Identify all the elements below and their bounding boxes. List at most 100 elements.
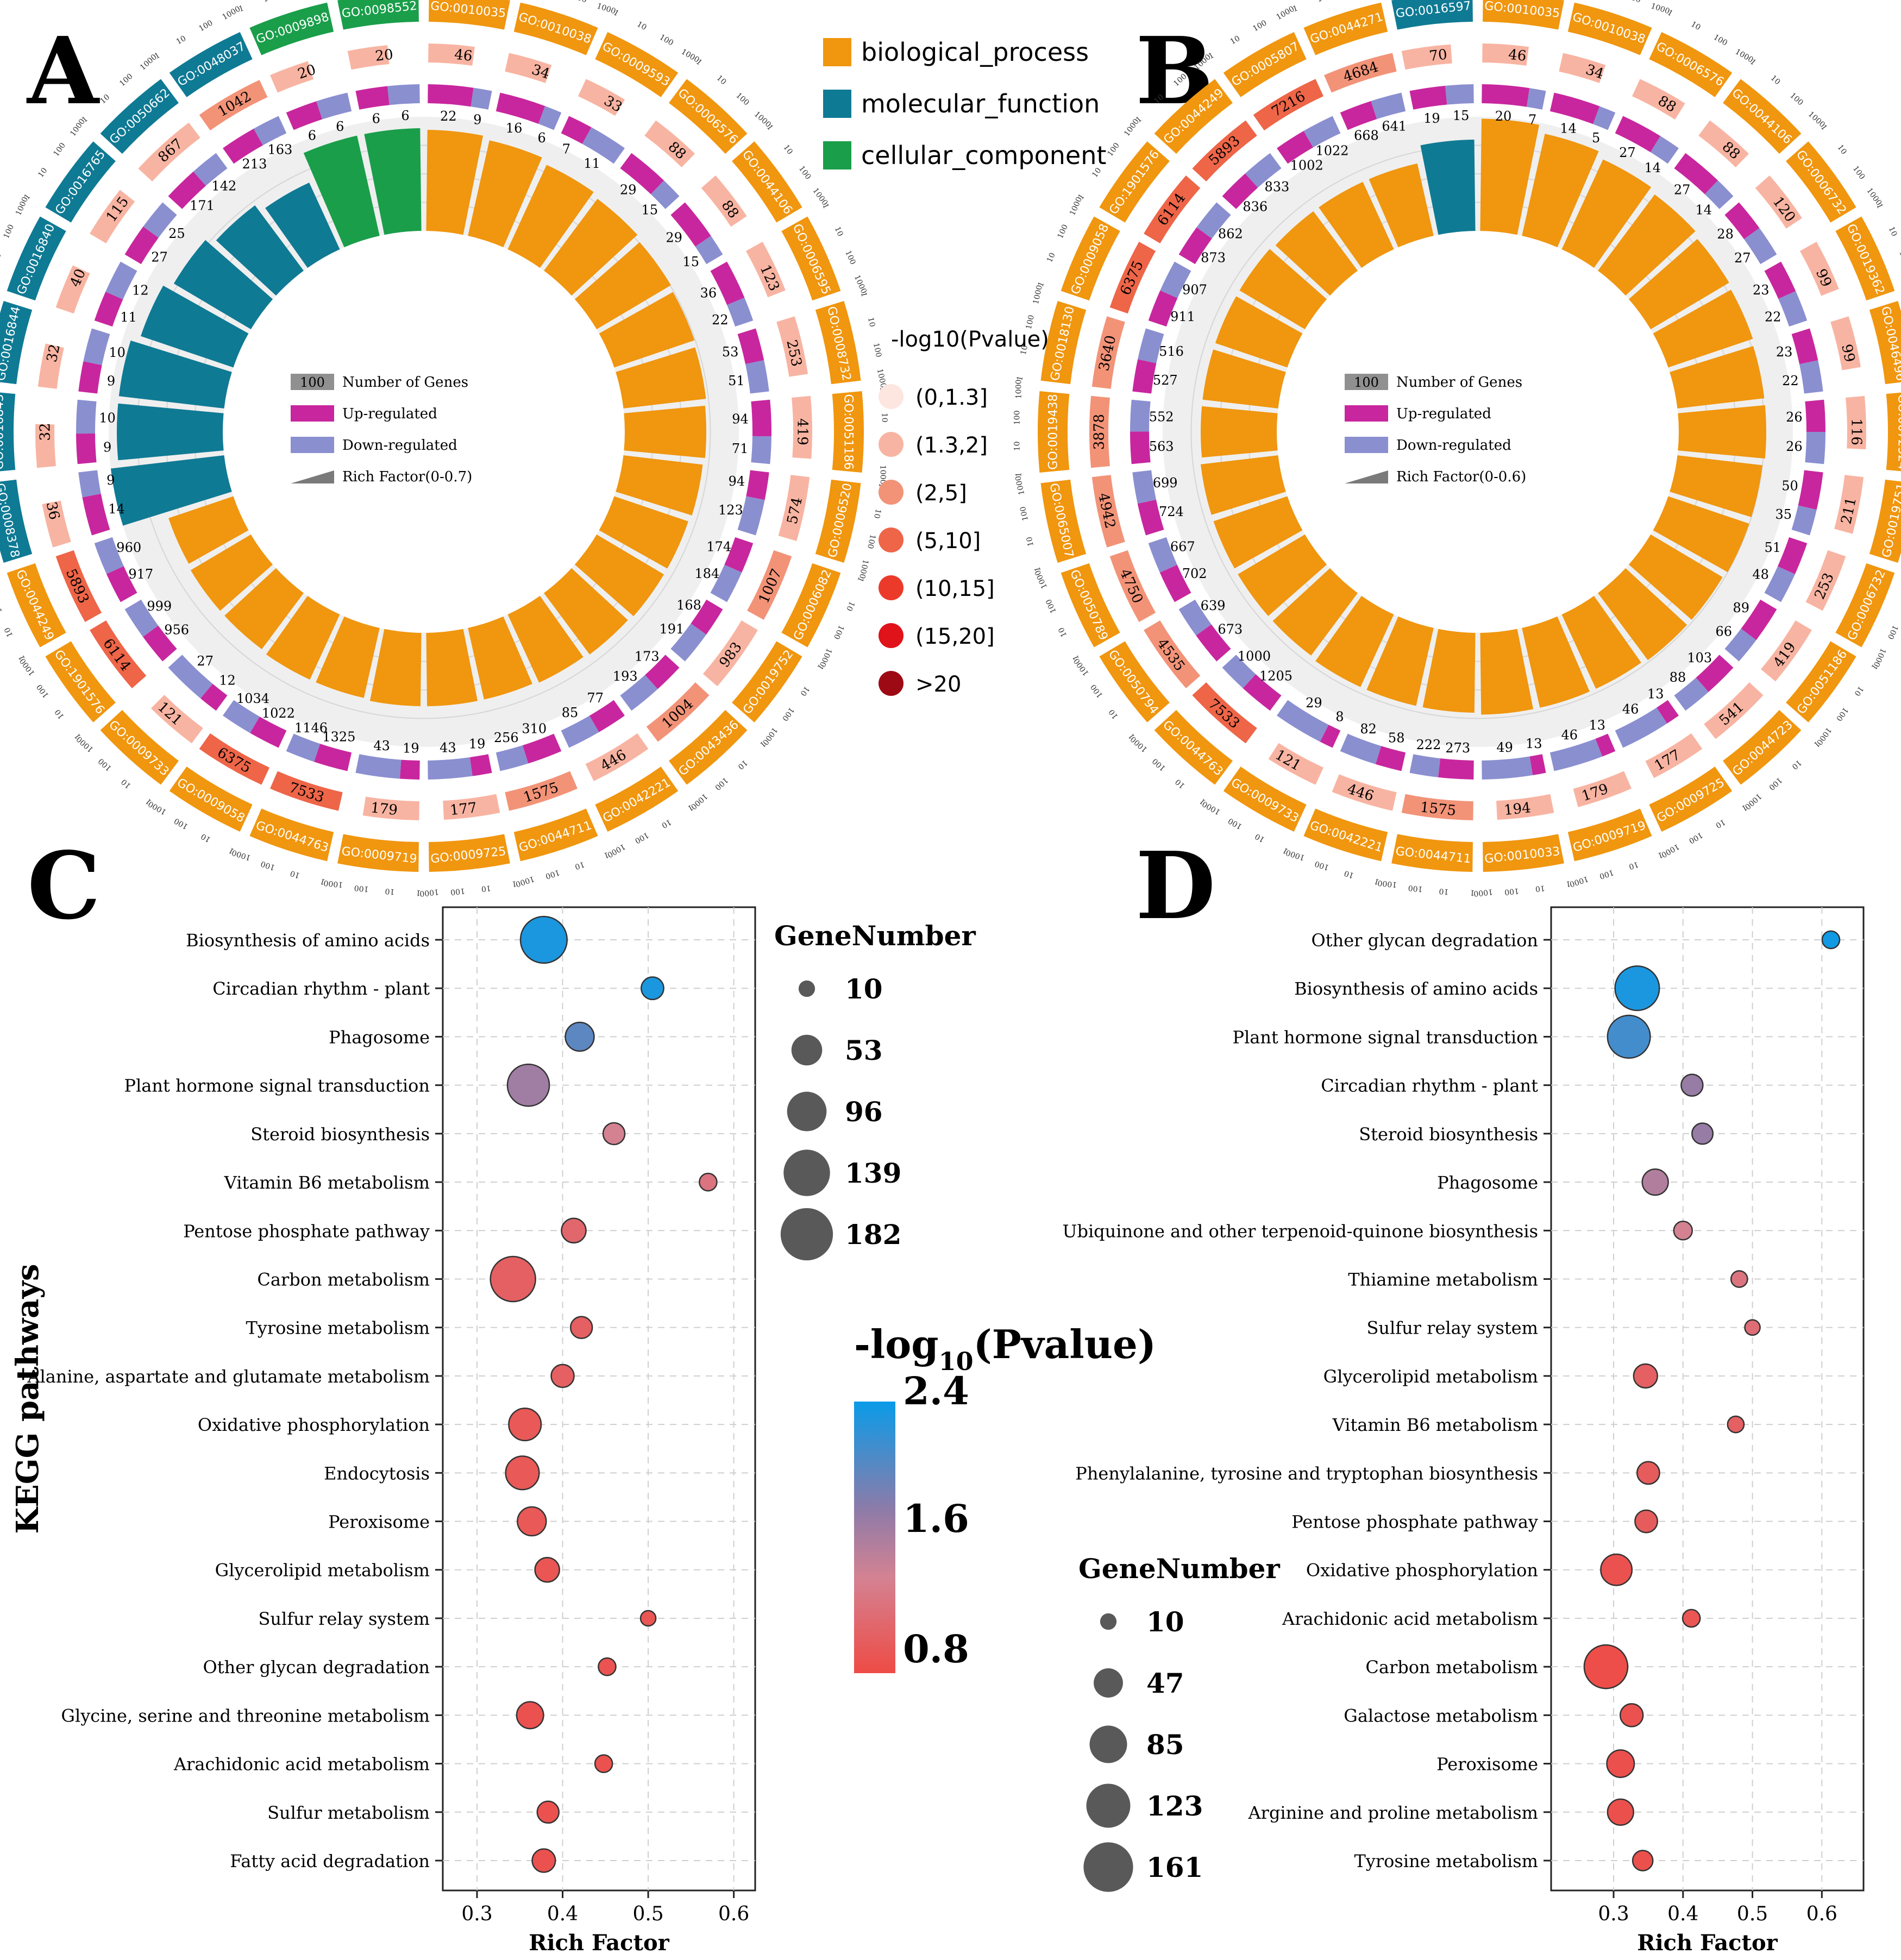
- size-legend-label: 96: [845, 1096, 883, 1128]
- up-count-label: 724: [1159, 504, 1184, 519]
- scale-tick-label: 100: [871, 342, 883, 358]
- go-term-block: [100, 79, 179, 154]
- down-count-label: 49: [1496, 740, 1513, 755]
- down-regulated-arc: [428, 757, 473, 780]
- up-count-label: 16: [506, 121, 523, 136]
- gene-count-arc: [1192, 682, 1257, 744]
- up-count-label: 956: [164, 623, 189, 638]
- scale-tick-label: 10: [3, 626, 15, 638]
- legend-swatch-molecular-function: [823, 90, 851, 118]
- pathway-label: Phenylalanine, tyrosine and tryptophan b…: [1075, 1463, 1538, 1484]
- rich-factor-bar: [369, 629, 422, 706]
- go-term-block: [45, 141, 116, 223]
- up-count-label: 1325: [322, 730, 355, 745]
- gene-count-arc: [1109, 241, 1156, 314]
- pathway-label: Steroid biosynthesis: [1359, 1124, 1538, 1145]
- down-regulated-arc: [1160, 261, 1191, 298]
- pathway-point: [1634, 1509, 1658, 1534]
- center-legend-swatch: [1345, 437, 1388, 453]
- down-count-label: 15: [1453, 108, 1470, 123]
- pathway-point: [1614, 965, 1660, 1012]
- pathway-label: Glycerolipid metabolism: [215, 1560, 430, 1581]
- gene-count-arc: [1834, 475, 1864, 534]
- down-regulated-arc: [1674, 677, 1709, 711]
- rich-factor-bar: [1480, 629, 1534, 715]
- up-count-label: 58: [1388, 730, 1405, 745]
- down-regulated-arc: [1303, 116, 1341, 148]
- scale-tick-label: 1000: [1015, 379, 1024, 399]
- pathway-point: [1600, 1553, 1633, 1586]
- up-regulated-arc: [1132, 359, 1157, 394]
- gene-number-legend-d: GeneNumber 10 47 85 123 161: [1078, 1553, 1280, 1892]
- down-count-label: 960: [116, 540, 141, 555]
- up-count-label: 9: [103, 439, 111, 455]
- down-count-label: 66: [1715, 624, 1732, 639]
- rich-factor-bar: [507, 165, 594, 268]
- down-regulated-arc: [538, 106, 562, 130]
- scale-tick-label: 10: [1045, 252, 1057, 264]
- center-legend-swatch: [291, 405, 334, 422]
- center-legend-label: Rich Factor(0-0.7): [342, 469, 472, 485]
- pathway-point: [1633, 1363, 1658, 1389]
- up-count-label: 12: [219, 673, 236, 688]
- center-legend-swatch: [291, 470, 334, 483]
- down-count-label: 222: [1416, 737, 1441, 752]
- go-term-id: GO:0019438: [1047, 394, 1061, 469]
- down-regulated-arc: [1148, 537, 1177, 573]
- down-count-label: 88: [1670, 670, 1686, 685]
- down-count-label: 9: [473, 112, 481, 127]
- go-term-block: [1154, 79, 1233, 154]
- rich-factor-bar: [468, 140, 542, 248]
- pathway-label: Sulfur relay system: [1366, 1318, 1538, 1339]
- up-regulated-arc: [78, 361, 102, 394]
- gene-count-arc: [1573, 771, 1632, 807]
- scale-tick-label: 10: [866, 317, 876, 328]
- scale-tick-label: 1: [1015, 375, 1025, 381]
- rich-factor-bar: [544, 198, 638, 296]
- scale-tick-label: 10: [1887, 225, 1899, 238]
- down-regulated-arc: [193, 153, 228, 186]
- up-regulated-arc: [751, 399, 772, 437]
- gene-count-arc: [37, 343, 64, 389]
- scale-tick-label: 10: [289, 869, 301, 880]
- up-count-label: 19: [403, 741, 419, 756]
- rich-factor-bar: [599, 496, 688, 569]
- pathway-label: Peroxisome: [1436, 1754, 1538, 1775]
- down-regulated-arc: [1704, 180, 1734, 209]
- down-count-label: 85: [562, 705, 579, 720]
- down-count-label: 1034: [236, 691, 269, 706]
- pathway-point: [490, 1255, 536, 1303]
- down-count-label: 833: [1265, 179, 1290, 194]
- go-term-block: [7, 563, 66, 648]
- size-legend-dot: [1089, 1725, 1127, 1763]
- up-regulated-arc: [1595, 733, 1616, 757]
- gene-count-label: 36: [43, 500, 62, 522]
- x-tick-label: 0.5: [1737, 1903, 1768, 1925]
- scale-tick-label: 10: [660, 818, 673, 830]
- down-count-label: 552: [1149, 410, 1174, 425]
- x-tick-label: 0.4: [547, 1903, 578, 1925]
- scale-tick-label: 1000: [857, 558, 870, 579]
- up-regulated-arc: [168, 171, 206, 209]
- gene-count-arc: [1091, 316, 1125, 389]
- pathway-label: Oxidative phosphorylation: [198, 1415, 430, 1435]
- pathway-label: Glycine, serine and threonine metabolism: [61, 1705, 430, 1726]
- rich-factor-bar: [1628, 238, 1729, 330]
- down-count-label: 1022: [1315, 143, 1348, 158]
- scale-tick-label: 1000: [875, 368, 888, 388]
- gene-count-arc: [1799, 241, 1839, 296]
- up-count-label: 6: [308, 128, 316, 143]
- center-legend-swatch: [291, 437, 334, 453]
- rich-factor-bar: [1670, 455, 1762, 517]
- rich-factor-bar: [1522, 616, 1590, 708]
- down-count-label: 9: [106, 473, 115, 488]
- scale-tick-label: 10: [1316, 0, 1328, 4]
- scale-tick-label: 10: [1628, 860, 1640, 871]
- size-legend-dot: [780, 1208, 833, 1261]
- pathway-point: [1641, 1168, 1669, 1196]
- center-legend-label: Up-regulated: [1396, 406, 1491, 422]
- up-regulated-arc: [1130, 431, 1151, 464]
- up-count-label: 668: [1354, 128, 1379, 143]
- size-legend-dot: [798, 980, 815, 997]
